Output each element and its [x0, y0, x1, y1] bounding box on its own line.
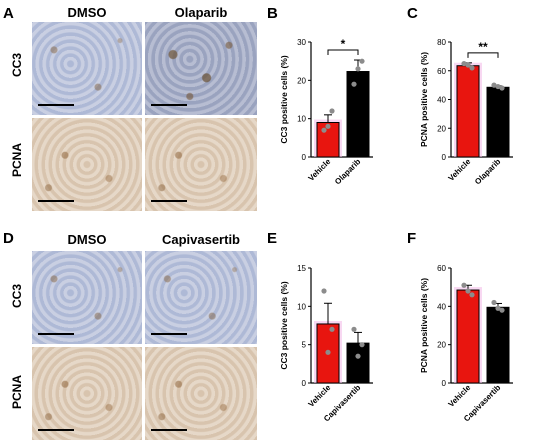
micrograph-a-dmso-pcna: [32, 118, 142, 211]
data-point-b: [321, 127, 327, 133]
scale-bar: [38, 200, 74, 202]
significance-label-c: **: [478, 40, 488, 54]
data-point-f: [495, 305, 501, 311]
scale-bar: [38, 104, 74, 106]
bar-e-treatment: [346, 342, 370, 384]
y-axis-label-e: CC3 positive cells (%): [279, 281, 289, 370]
data-point-c: [461, 60, 467, 67]
data-point-e: [329, 326, 335, 332]
micrograph-a-dmso-cc3: [32, 22, 142, 115]
panel-letter-b: B: [267, 5, 278, 22]
data-point-b: [355, 66, 361, 72]
panel-letter-f: F: [407, 230, 417, 247]
data-point-f: [461, 282, 467, 288]
y-tick-label-b: 0: [302, 153, 307, 162]
scale-bar: [38, 333, 74, 335]
scale-bar: [151, 333, 187, 335]
bar-c-vehicle: [456, 65, 480, 158]
y-tick-label-b: 10: [297, 115, 306, 124]
micrograph-d-dmso-pcna: [32, 347, 142, 440]
bar-b-treatment: [346, 71, 370, 158]
bar-f-treatment: [486, 306, 510, 384]
y-tick-label-f: 20: [437, 341, 446, 350]
data-point-c: [491, 82, 497, 88]
panel-letter-c: C: [407, 5, 418, 22]
y-tick-label-b: 20: [297, 76, 306, 85]
column-header-olaparib: Olaparib: [174, 5, 228, 20]
category-label-f: Vehicle: [447, 383, 473, 409]
significance-bracket-b: [327, 49, 359, 56]
column-header-dmso: DMSO: [67, 232, 107, 247]
column-header-dmso: DMSO: [67, 5, 107, 20]
y-tick-label-c: 60: [437, 67, 446, 76]
y-tick-label-c: 80: [437, 38, 446, 47]
data-point-e: [355, 353, 361, 359]
category-label-c: Olaparib: [473, 157, 502, 186]
data-point-f: [469, 292, 475, 298]
category-label-b: Vehicle: [307, 157, 333, 183]
category-label-c: Vehicle: [447, 157, 473, 183]
data-point-c: [469, 65, 475, 71]
data-point-e: [359, 342, 365, 348]
scale-bar: [151, 104, 187, 106]
y-tick-label-f: 0: [442, 379, 447, 388]
micrograph-a-olaparib-pcna: [145, 118, 257, 211]
panel-letter-d: D: [3, 230, 14, 247]
panel-letter-a: A: [3, 5, 14, 22]
y-tick-label-f: 60: [437, 264, 446, 273]
scale-bar: [151, 429, 187, 431]
data-point-c: [499, 85, 505, 91]
data-point-e: [325, 349, 331, 355]
y-tick-label-c: 40: [437, 96, 446, 105]
micrograph-d-capivasertib-cc3: [145, 251, 257, 344]
y-tick-label-c: 20: [437, 124, 446, 133]
significance-label-b: *: [341, 37, 346, 51]
y-axis-label-f: PCNA positive cells (%): [419, 278, 429, 373]
data-point-f: [499, 307, 505, 313]
data-point-b: [329, 108, 335, 114]
data-point-b: [325, 123, 331, 129]
y-axis-label-c: PCNA positive cells (%): [419, 52, 429, 147]
column-header-capivasertib: Capivasertib: [161, 232, 241, 247]
y-tick-label-c: 0: [442, 153, 447, 162]
bar-c-treatment: [486, 86, 510, 158]
micrograph-d-capivasertib-pcna: [145, 347, 257, 440]
category-label-b: Olaparib: [333, 157, 362, 186]
scale-bar: [151, 200, 187, 202]
y-axis-label-b: CC3 positive cells (%): [279, 55, 289, 144]
data-point-e: [321, 288, 327, 294]
data-point-f: [465, 288, 471, 294]
scale-bar: [38, 429, 74, 431]
y-tick-label-e: 5: [302, 341, 307, 350]
data-point-c: [465, 62, 471, 68]
panel-letter-e: E: [267, 230, 278, 247]
data-point-b: [359, 58, 365, 64]
data-point-e: [351, 326, 357, 332]
y-tick-label-b: 30: [297, 38, 306, 47]
significance-bracket-c: [467, 52, 499, 58]
data-point-b: [351, 81, 357, 87]
y-tick-label-e: 0: [302, 379, 307, 388]
y-tick-label-e: 15: [297, 264, 306, 273]
category-label-e: Vehicle: [307, 383, 333, 409]
data-point-f: [491, 299, 497, 306]
bar-f-vehicle: [456, 289, 480, 384]
micrograph-d-dmso-cc3: [32, 251, 142, 344]
y-tick-label-f: 40: [437, 302, 446, 311]
data-point-c: [495, 83, 501, 90]
micrograph-a-olaparib-cc3: [145, 22, 257, 115]
y-tick-label-e: 10: [297, 302, 306, 311]
